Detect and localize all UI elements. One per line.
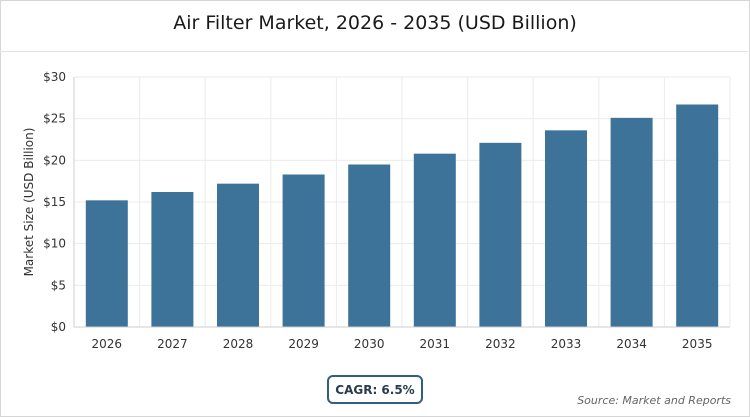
chart-title: Air Filter Market, 2026 - 2035 (USD Bill… xyxy=(173,12,577,34)
axes xyxy=(73,77,730,328)
x-tick-label: 2027 xyxy=(157,337,188,351)
bars xyxy=(85,104,719,327)
x-tick-label: 2026 xyxy=(92,337,123,351)
x-tick-label: 2028 xyxy=(223,337,254,351)
x-tick-label: 2034 xyxy=(616,337,647,351)
x-tick-label: 2030 xyxy=(354,337,385,351)
bar xyxy=(217,183,259,327)
bar xyxy=(610,117,653,327)
y-tick-label: $0 xyxy=(51,320,66,334)
bar xyxy=(545,130,587,327)
bar xyxy=(348,164,391,327)
y-tick-label: $25 xyxy=(43,112,66,126)
y-axis-label: Market Size (USD Billion) xyxy=(22,128,36,277)
cagr-badge: CAGR: 6.5% xyxy=(327,375,423,404)
tick-labels: $0 $5 $10 $15 $20 $25 $30 2026 2027 2028 2029 2030 2… xyxy=(43,70,712,351)
y-tick-label: $5 xyxy=(51,278,66,292)
bar xyxy=(479,142,522,327)
title-divider xyxy=(0,51,748,52)
x-tick-label: 2032 xyxy=(485,337,516,351)
y-tick-label: $20 xyxy=(43,153,66,167)
x-tick-label: 2031 xyxy=(420,337,451,351)
bar xyxy=(282,174,325,327)
y-tick-label: $10 xyxy=(43,237,66,251)
bar xyxy=(676,104,719,327)
x-tick-label: 2029 xyxy=(288,337,319,351)
bar xyxy=(413,153,456,327)
x-tick-label: 2035 xyxy=(682,337,713,351)
y-tick-label: $30 xyxy=(43,70,66,84)
y-tick-label: $15 xyxy=(43,195,66,209)
bar xyxy=(151,192,194,327)
source-note: Source: Market and Reports xyxy=(577,394,731,407)
x-tick-label: 2033 xyxy=(551,337,582,351)
bar xyxy=(85,200,128,327)
